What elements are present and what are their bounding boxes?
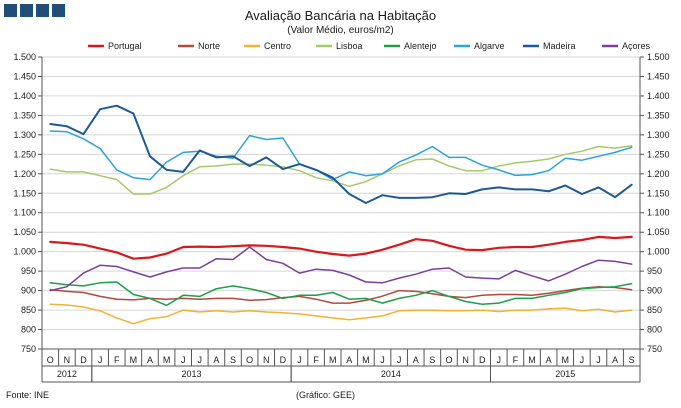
y-tick-label-left: 1.450 bbox=[13, 71, 36, 81]
x-tick-label: A bbox=[612, 355, 618, 365]
x-tick-label: F bbox=[513, 355, 519, 365]
series-line-algarve bbox=[49, 130, 633, 181]
y-tick-label-right: 1.000 bbox=[647, 247, 670, 257]
chart-title: Avaliação Bancária na Habitação bbox=[244, 8, 437, 23]
legend-label: Lisboa bbox=[336, 41, 363, 51]
legend-label: Norte bbox=[198, 41, 220, 51]
legend-label: Centro bbox=[264, 41, 291, 51]
x-tick-label: F bbox=[313, 355, 319, 365]
legend-label: Alentejo bbox=[404, 41, 437, 51]
y-tick-label-right: 1.500 bbox=[647, 52, 670, 62]
x-tick-label: S bbox=[629, 355, 635, 365]
x-tick-label: J bbox=[596, 355, 601, 365]
x-tick-label: O bbox=[246, 355, 253, 365]
legend-label: Portugal bbox=[108, 41, 142, 51]
y-tick-label-right: 1.400 bbox=[647, 91, 670, 101]
credit-note: (Gráfico: GEE) bbox=[296, 390, 356, 400]
x-tick-label: O bbox=[445, 355, 452, 365]
x-tick-label: J bbox=[497, 355, 502, 365]
x-tick-label: M bbox=[130, 355, 138, 365]
y-tick-label-right: 850 bbox=[647, 305, 662, 315]
x-tick-label: M bbox=[362, 355, 370, 365]
x-tick-label: A bbox=[213, 355, 219, 365]
series-line-açores bbox=[49, 246, 633, 292]
y-tick-label-left: 1.400 bbox=[13, 91, 36, 101]
x-tick-label: D bbox=[280, 355, 287, 365]
series-line-centro bbox=[49, 303, 633, 325]
series-line-madeira bbox=[49, 104, 633, 204]
chart-subtitle: (Valor Médio, euros/m2) bbox=[287, 25, 394, 36]
y-tick-label-right: 750 bbox=[647, 344, 662, 354]
y-tick-label-left: 1.500 bbox=[13, 52, 36, 62]
x-tick-label: J bbox=[98, 355, 103, 365]
x-tick-label: J bbox=[297, 355, 302, 365]
x-tick-label: O bbox=[47, 355, 54, 365]
x-tick-label: N bbox=[263, 355, 270, 365]
y-tick-label-right: 800 bbox=[647, 325, 662, 335]
series-line-alentejo bbox=[49, 281, 633, 307]
year-label: 2012 bbox=[57, 369, 77, 379]
x-tick-label: M bbox=[528, 355, 536, 365]
y-tick-label-left: 1.000 bbox=[13, 247, 36, 257]
x-tick-label: A bbox=[147, 355, 153, 365]
x-tick-label: S bbox=[429, 355, 435, 365]
y-tick-label-left: 1.300 bbox=[13, 130, 36, 140]
x-tick-label: N bbox=[64, 355, 71, 365]
x-tick-label: N bbox=[462, 355, 469, 365]
x-tick-label: M bbox=[562, 355, 570, 365]
x-tick-label: J bbox=[380, 355, 385, 365]
y-tick-label-right: 1.150 bbox=[647, 188, 670, 198]
y-tick-label-right: 1.450 bbox=[647, 71, 670, 81]
x-tick-label: J bbox=[580, 355, 585, 365]
y-tick-label-left: 1.150 bbox=[13, 188, 36, 198]
legend-label: Açores bbox=[622, 41, 651, 51]
y-tick-label-right: 900 bbox=[647, 286, 662, 296]
x-tick-label: M bbox=[329, 355, 337, 365]
x-tick-label: J bbox=[181, 355, 186, 365]
source-note: Fonte: INE bbox=[6, 390, 50, 400]
logo bbox=[4, 4, 65, 17]
x-tick-label: J bbox=[198, 355, 203, 365]
y-tick-label-right: 1.050 bbox=[647, 227, 670, 237]
y-tick-label-left: 850 bbox=[21, 305, 36, 315]
y-tick-label-left: 1.100 bbox=[13, 208, 36, 218]
y-tick-label-right: 1.100 bbox=[647, 208, 670, 218]
year-label: 2015 bbox=[555, 369, 575, 379]
y-tick-label-left: 1.350 bbox=[13, 110, 36, 120]
y-tick-label-right: 1.300 bbox=[647, 130, 670, 140]
y-tick-label-left: 950 bbox=[21, 266, 36, 276]
year-label: 2013 bbox=[181, 369, 201, 379]
x-tick-label: D bbox=[479, 355, 486, 365]
y-tick-label-right: 1.200 bbox=[647, 169, 670, 179]
x-tick-label: A bbox=[546, 355, 552, 365]
series-line-lisboa bbox=[49, 145, 633, 195]
x-tick-label: F bbox=[114, 355, 120, 365]
y-tick-label-left: 800 bbox=[21, 325, 36, 335]
series-line-norte bbox=[49, 285, 633, 304]
x-tick-label: M bbox=[163, 355, 171, 365]
y-tick-label-left: 1.250 bbox=[13, 149, 36, 159]
y-tick-label-right: 1.350 bbox=[647, 110, 670, 120]
y-tick-label-left: 1.050 bbox=[13, 227, 36, 237]
y-tick-label-right: 950 bbox=[647, 266, 662, 276]
x-tick-label: A bbox=[346, 355, 352, 365]
year-label: 2014 bbox=[381, 369, 401, 379]
x-tick-label: J bbox=[397, 355, 402, 365]
y-tick-label-left: 900 bbox=[21, 286, 36, 296]
y-tick-label-left: 1.200 bbox=[13, 169, 36, 179]
x-tick-label: D bbox=[80, 355, 87, 365]
y-tick-label-right: 1.250 bbox=[647, 149, 670, 159]
legend-label: Madeira bbox=[543, 41, 576, 51]
legend-label: Algarve bbox=[474, 41, 505, 51]
x-tick-label: S bbox=[230, 355, 236, 365]
x-tick-label: A bbox=[413, 355, 419, 365]
series-line-portugal bbox=[49, 235, 633, 260]
y-tick-label-left: 750 bbox=[21, 344, 36, 354]
